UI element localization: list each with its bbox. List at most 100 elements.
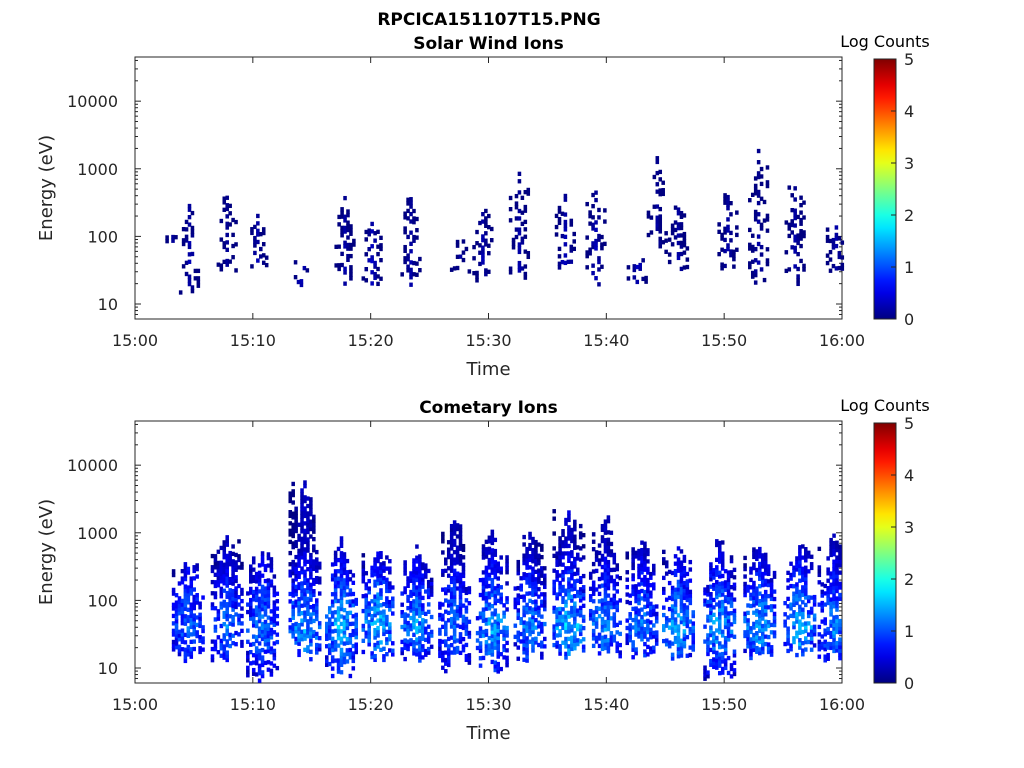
heat-cell <box>670 223 675 228</box>
heat-cell <box>415 272 419 277</box>
heat-cell <box>306 645 310 650</box>
heat-cell <box>676 628 681 633</box>
heat-cell <box>762 218 767 223</box>
heat-cell <box>306 503 310 509</box>
heat-cell <box>415 585 419 590</box>
heat-cell <box>726 570 731 575</box>
heat-cell <box>198 612 202 617</box>
heat-cell <box>709 603 713 608</box>
heat-cell <box>505 655 509 660</box>
heat-cell <box>342 552 347 557</box>
heat-cell <box>570 568 574 573</box>
heat-cell <box>561 618 565 623</box>
heat-cell <box>294 540 298 545</box>
heat-cell <box>343 266 347 271</box>
heat-cell <box>306 548 310 553</box>
heat-cell <box>493 623 498 628</box>
heat-cell <box>637 623 641 628</box>
heat-cell <box>186 600 191 605</box>
heat-cell <box>679 251 684 257</box>
heat-cell <box>591 547 596 552</box>
heat-cell <box>679 266 684 272</box>
heat-cell <box>831 241 836 246</box>
heat-cell <box>784 268 789 274</box>
heat-cell <box>552 609 556 614</box>
heat-cell <box>195 596 199 602</box>
heat-cell <box>658 244 663 249</box>
heat-cell <box>826 593 830 598</box>
heat-cell <box>563 260 568 266</box>
heat-cell <box>171 238 175 243</box>
heat-cell <box>581 618 586 623</box>
heat-cell <box>481 260 485 265</box>
heat-cell <box>403 248 407 253</box>
burst <box>449 239 472 274</box>
heat-cell <box>540 554 544 560</box>
heat-cell <box>835 559 839 564</box>
heat-cell <box>838 570 842 575</box>
heat-cell <box>513 604 518 610</box>
heat-cell <box>758 650 762 656</box>
heat-cell <box>330 673 335 679</box>
heat-cell <box>749 585 753 590</box>
heat-cell <box>760 627 765 632</box>
heat-cell <box>523 227 528 232</box>
heat-cell <box>528 565 532 570</box>
heat-cell <box>327 624 332 630</box>
heat-cell <box>306 619 310 624</box>
heat-cell <box>567 625 571 630</box>
heat-cell <box>763 552 768 557</box>
heat-cell <box>578 579 583 585</box>
heat-cell <box>458 546 463 551</box>
heat-cell <box>400 613 404 619</box>
heat-cell <box>752 603 756 608</box>
heat-cell <box>190 225 195 231</box>
heat-cell <box>455 552 460 558</box>
heat-cell <box>637 619 641 624</box>
heat-cell <box>588 571 593 577</box>
heat-cell <box>263 604 268 610</box>
heat-cell <box>171 621 176 626</box>
heat-cell <box>336 669 341 674</box>
heat-cell <box>446 573 451 578</box>
heat-cell <box>534 584 538 589</box>
heat-cell <box>367 619 371 625</box>
heat-cell <box>786 578 790 583</box>
heat-cell <box>458 542 463 548</box>
heat-cell <box>752 610 756 615</box>
heat-cell <box>345 637 350 642</box>
heat-cell <box>570 613 574 618</box>
heat-cell <box>798 567 802 572</box>
heat-cell <box>786 615 790 620</box>
heat-cell <box>452 602 457 607</box>
heat-cell <box>726 574 731 579</box>
heat-cell <box>523 219 528 225</box>
heat-cell <box>180 598 185 604</box>
heat-cell <box>216 564 221 569</box>
heat-cell <box>254 620 259 625</box>
heat-cell <box>228 558 232 563</box>
heat-cell <box>251 653 256 658</box>
heat-cell <box>516 571 521 576</box>
heat-cell <box>803 636 808 641</box>
heat-cell <box>673 635 678 641</box>
heat-cell <box>534 606 538 612</box>
heat-cell <box>803 595 808 600</box>
heat-cell <box>679 608 684 614</box>
heat-cell <box>291 615 295 620</box>
heat-cell <box>655 159 660 165</box>
heat-cell <box>759 244 764 250</box>
heat-cell <box>763 589 768 595</box>
heat-cell <box>210 605 215 611</box>
heat-cell <box>382 628 386 633</box>
heat-cell <box>542 592 547 597</box>
heat-cell <box>418 554 422 559</box>
heat-cell <box>478 611 483 616</box>
heat-cell <box>376 573 380 579</box>
heat-cell <box>455 575 460 580</box>
heat-cell <box>254 579 259 584</box>
heat-cell <box>609 530 614 535</box>
heat-cell <box>832 615 836 620</box>
heat-cell <box>573 601 577 606</box>
heat-cell <box>376 640 380 646</box>
